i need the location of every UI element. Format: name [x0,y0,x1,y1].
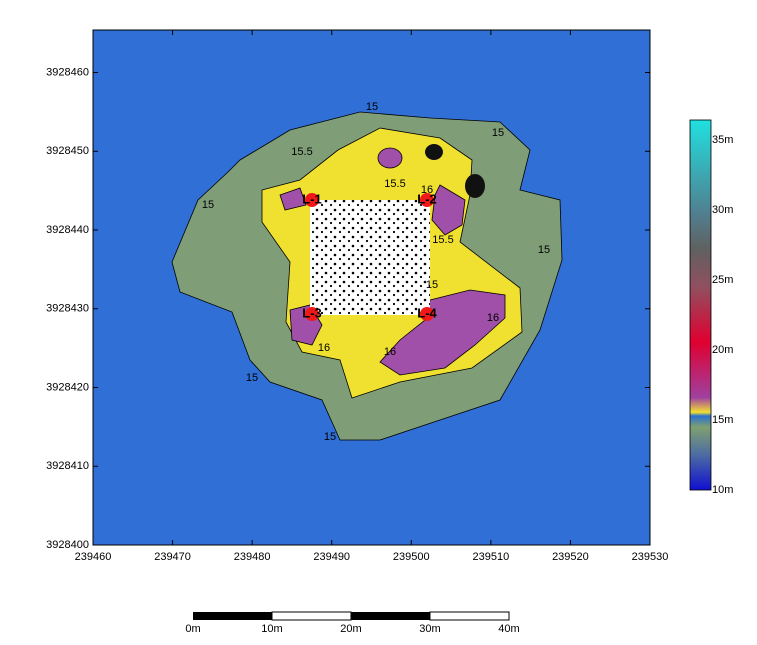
scale-label: 10m [261,623,282,635]
colorbar-label: 35m [712,134,733,146]
scale-label: 0m [185,623,200,635]
y-tick-label: 3928430 [46,303,89,315]
contour-label: 16 [318,342,330,354]
y-tick-label: 3928450 [46,145,89,157]
contour-label: 15.5 [384,178,405,190]
point-label: L-3 [302,305,322,320]
x-tick-label: 239490 [313,551,350,563]
contour-label: 15.5 [432,234,453,246]
y-tick-label: 3928460 [46,66,89,78]
scale-segment [271,611,352,621]
contour-16 [379,289,506,376]
map-area [92,29,651,546]
x-tick-label: 239510 [472,551,509,563]
x-tick-label: 239500 [393,551,430,563]
point-label: L-2 [417,191,437,206]
y-tick-label: 3928440 [46,224,89,236]
x-tick-label: 239520 [552,551,589,563]
y-tick-label: 3928400 [46,539,89,551]
sample-point [305,307,319,321]
sample-point [305,193,319,207]
point-label: L-1 [302,191,322,206]
contour-label: 15 [246,372,258,384]
contour-label: 15 [202,199,214,211]
scale-segment [193,612,272,620]
contour-label: 15 [538,244,550,256]
contour-label: 15 [324,431,336,443]
scale-label: 30m [419,623,440,635]
contour-label: 15 [426,279,438,291]
peak [465,174,485,198]
x-tick-label: 239470 [154,551,191,563]
colorbar-label: 25m [712,274,733,286]
contour-label: 15 [492,127,504,139]
contour-label: 16 [421,184,433,196]
scale-bar [193,611,510,621]
contour-16 [431,184,466,236]
colorbar [689,119,712,491]
contour-label: 15 [366,101,378,113]
point-label: L-4 [417,305,437,320]
x-tick-label: 239480 [234,551,271,563]
contour-16 [377,147,403,169]
x-tick-label: 239460 [75,551,112,563]
y-tick-label: 3928410 [46,460,89,472]
scale-label: 20m [340,623,361,635]
contour-label: 16 [384,346,396,358]
contour-label: 16 [487,312,499,324]
scale-label: 40m [498,623,519,635]
y-tick-label: 3928420 [46,381,89,393]
colorbar-scale [689,119,712,491]
x-tick-label: 239530 [632,551,669,563]
colorbar-label: 15m [712,414,733,426]
colorbar-label: 20m [712,344,733,356]
peak [425,144,443,160]
colorbar-label: 10m [712,484,733,496]
contour-label: 15.5 [291,146,312,158]
colorbar-label: 30m [712,204,733,216]
sample-point [420,307,434,321]
contour-16 [279,187,307,211]
scale-segment [351,612,430,620]
sample-point [420,193,434,207]
structure [310,200,430,315]
scale-segment [429,611,510,621]
